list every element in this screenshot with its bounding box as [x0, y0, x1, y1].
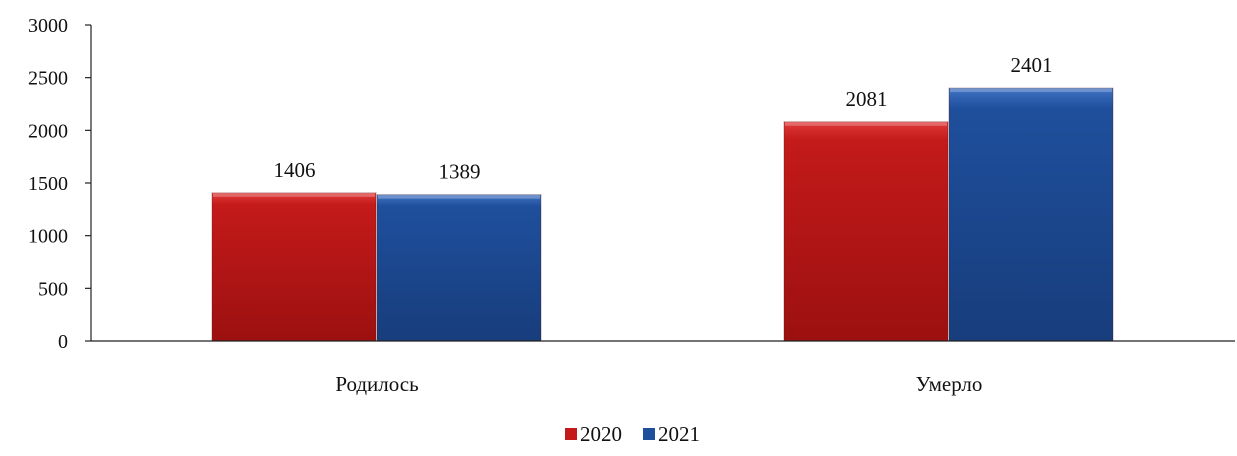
legend-swatch-2021	[643, 428, 655, 440]
bar-highlight	[213, 192, 375, 197]
bar-2020-2	[783, 121, 949, 342]
x-category-label: Родилось	[335, 372, 418, 396]
legend-label: 2020	[580, 422, 622, 446]
y-tick-label: 1500	[28, 173, 68, 195]
bar-highlight	[378, 194, 540, 199]
y-tick-label: 0	[58, 331, 68, 353]
data-label: 2401	[1011, 53, 1053, 77]
bar-highlight	[785, 121, 947, 126]
legend-label: 2021	[658, 422, 700, 446]
bar-2021-2	[948, 87, 1114, 342]
data-label: 1406	[274, 158, 316, 182]
data-label: 2081	[846, 87, 888, 111]
y-tick-label: 2500	[28, 68, 68, 90]
bar-2020-1	[211, 192, 377, 342]
y-tick-label: 500	[38, 278, 68, 300]
bar-highlight	[950, 88, 1112, 93]
y-axis: 0 500 1000 1500 2000 2500 3000	[28, 15, 92, 353]
legend-swatch-2020	[565, 428, 577, 440]
y-tick-label: 1000	[28, 226, 68, 248]
x-axis: Родилось Умерло	[91, 340, 1235, 396]
y-tick-label: 3000	[28, 15, 68, 37]
data-label: 1389	[439, 160, 481, 184]
bar-2021-1	[376, 194, 542, 342]
y-tick-label: 2000	[28, 120, 68, 142]
bars: 1406 1389 2081 2401	[211, 53, 1114, 342]
x-category-label: Умерло	[916, 372, 983, 396]
legend: 2020 2021	[565, 422, 700, 446]
